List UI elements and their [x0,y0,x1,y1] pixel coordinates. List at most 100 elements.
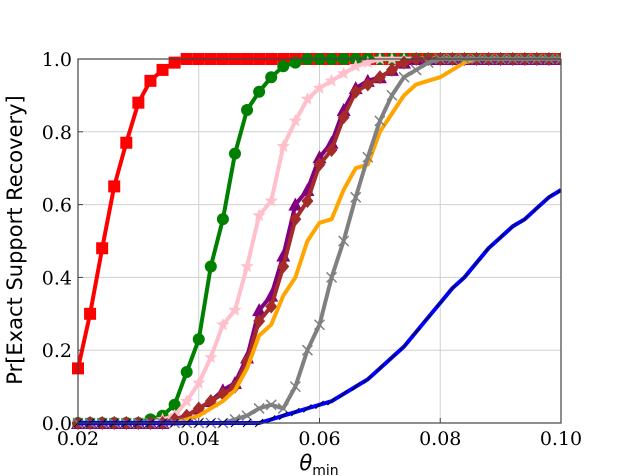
data-point [264,194,278,207]
data-point [387,353,397,362]
data-point [204,260,217,273]
data-point [313,319,326,331]
y-axis-ticks: 0.0 0.2 0.4 0.6 0.8 1.0 [42,49,83,435]
x-axis-label: θmin [299,451,338,476]
data-point [204,350,218,364]
data-point [290,407,300,417]
data-point [253,85,266,98]
data-point [361,77,374,92]
data-point [277,60,290,73]
x-tick-label: 0.04 [178,428,220,450]
data-point [555,53,561,65]
data-point [410,64,422,76]
data-point [350,191,362,203]
data-point [423,313,433,322]
data-point [241,103,254,116]
data-point [253,314,266,329]
x-axis-label-subscript: min [312,463,338,476]
data-point [496,233,505,242]
data-point [228,147,241,160]
data-point [312,81,327,94]
data-point [265,71,278,84]
data-point [301,193,314,208]
data-point [337,66,351,80]
data-point [84,307,97,320]
data-point [544,192,554,202]
x-axis-label-main: θ [299,451,312,475]
data-point [216,213,229,226]
data-point [339,389,349,399]
y-tick-label: 0.8 [42,122,72,144]
data-point [398,71,410,83]
data-point [303,404,312,413]
data-point [144,74,157,87]
data-point [288,197,303,211]
data-point [315,400,324,410]
data-point [192,376,206,389]
data-point [120,136,133,149]
data-point [156,63,169,76]
data-point [300,92,315,105]
data-point [362,151,374,163]
data-point [253,402,265,414]
data-point [447,283,457,293]
data-point [289,56,302,69]
data-point [168,398,181,411]
data-point [338,235,350,247]
data-point [373,70,386,85]
data-point [351,382,361,391]
data-point [252,303,267,317]
data-point [326,271,338,283]
data-point [289,381,301,393]
data-point [108,180,121,193]
data-point [324,73,339,87]
data-point [301,344,313,356]
data-point [289,212,302,227]
y-tick-label: 0.0 [42,413,72,435]
data-point [266,415,276,424]
data-point [385,62,398,77]
data-point [374,115,386,127]
y-axis-label: Pr[Exact Support Recovery] [3,95,27,384]
data-point [168,56,181,69]
data-point [484,243,493,253]
data-point [520,214,530,224]
x-axis-ticks: 0.02 0.04 0.06 0.08 0.10 [57,418,582,450]
data-point [132,96,145,109]
data-point [180,366,193,379]
y-tick-label: 0.2 [42,340,72,362]
data-point [349,59,363,72]
data-point [325,143,338,157]
data-point [265,399,277,411]
data-point [278,411,288,421]
data-point [252,208,266,222]
data-point [349,84,362,99]
data-point [411,327,421,337]
data-point [228,303,242,316]
data-point [240,259,254,273]
data-point [361,55,375,69]
x-tick-label: 0.08 [419,428,461,450]
y-tick-label: 0.6 [42,195,72,217]
data-point [96,242,109,255]
x-tick-label: 0.02 [57,428,99,450]
x-tick-label: 0.10 [540,428,582,450]
data-point [216,317,230,331]
data-point [276,139,290,152]
data-point [472,258,481,268]
data-point [265,299,278,314]
x-tick-label: 0.06 [298,428,340,450]
data-point [180,394,194,407]
data-point [460,273,469,282]
data-point [373,52,387,65]
data-point [385,52,399,65]
data-point [337,110,350,125]
data-point [508,222,518,231]
data-point [386,89,398,101]
data-point [327,396,336,406]
data-point [288,113,302,127]
data-point [532,203,542,213]
data-point [363,374,373,384]
data-point [556,189,561,195]
data-point [435,298,445,308]
